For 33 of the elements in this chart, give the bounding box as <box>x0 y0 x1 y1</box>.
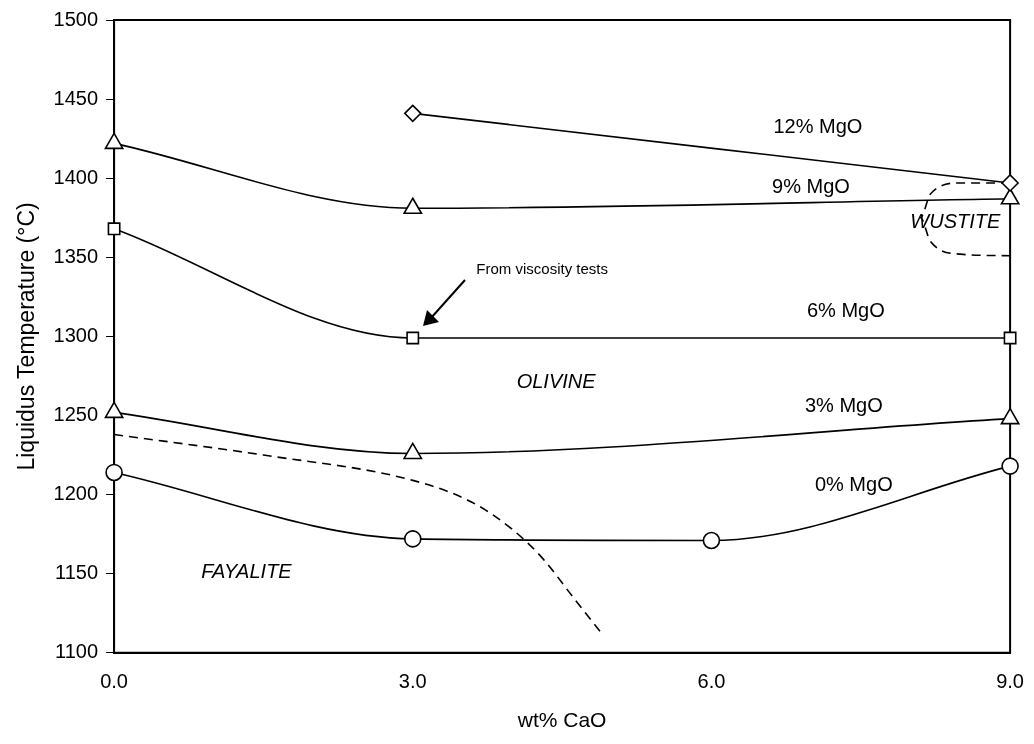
annotation: WUSTITE <box>910 210 1001 233</box>
series-label: 6% MgO <box>806 298 885 321</box>
y-tick-label: 1400 <box>53 165 99 188</box>
series-label: 0% MgO <box>814 472 893 495</box>
y-axis-title: Liquidus Temperature (°C) <box>13 202 40 471</box>
x-tick-label: 3.0 <box>398 670 427 693</box>
y-tick-label: 1300 <box>53 323 99 346</box>
y-tick-label: 1500 <box>53 7 99 30</box>
series-label: 9% MgO <box>772 175 850 198</box>
point <box>107 222 121 236</box>
x-tick-label: 6.0 <box>697 670 726 693</box>
y-tick-label: 1100 <box>55 640 99 663</box>
x-tick-label: 0.0 <box>100 670 128 693</box>
y-tick-label: 1200 <box>53 482 99 505</box>
point <box>702 531 721 550</box>
point <box>1003 331 1017 345</box>
point <box>1001 457 1019 475</box>
series-label: 3% MgO <box>804 393 883 416</box>
x-tick-label: 9.0 <box>996 670 1024 693</box>
x-axis-title: wt% CaO <box>516 708 607 732</box>
series-label: 12% MgO <box>773 115 863 138</box>
y-tick-label: 1250 <box>53 403 99 426</box>
point <box>406 331 420 345</box>
point <box>105 463 123 482</box>
point <box>403 530 422 548</box>
y-tick-label: 1450 <box>53 86 99 109</box>
annotation: FAYALITE <box>201 559 293 582</box>
y-tick-label: 1150 <box>55 561 99 584</box>
annotation: OLIVINE <box>516 369 597 392</box>
y-tick-label: 1350 <box>53 244 99 267</box>
annotation: From viscosity tests <box>476 260 609 278</box>
point <box>1001 174 1019 192</box>
point <box>403 104 422 123</box>
